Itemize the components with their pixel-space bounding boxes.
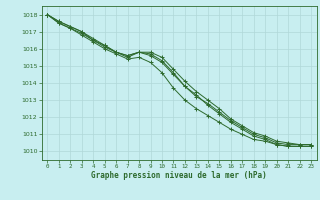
X-axis label: Graphe pression niveau de la mer (hPa): Graphe pression niveau de la mer (hPa) <box>91 171 267 180</box>
